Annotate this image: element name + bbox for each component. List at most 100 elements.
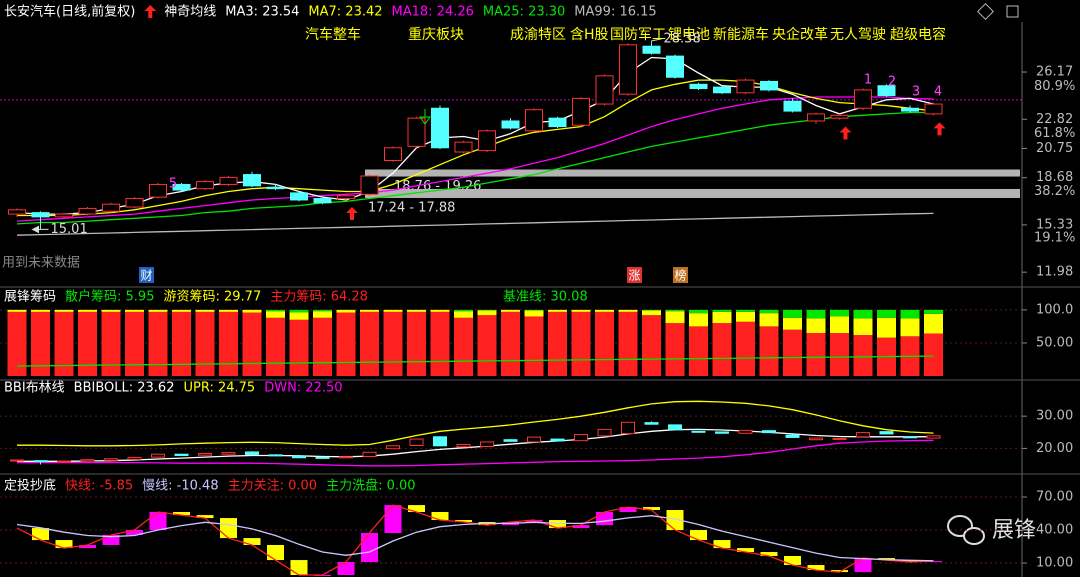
y2-tick-label: 19.1% bbox=[1034, 231, 1075, 246]
momentum-bar bbox=[854, 558, 872, 573]
momentum-bar bbox=[267, 544, 284, 561]
stack-segment bbox=[313, 309, 332, 312]
y-tick-label: 20.00 bbox=[1036, 441, 1073, 456]
wave-marker: 5 bbox=[169, 177, 177, 192]
candle-body bbox=[266, 186, 285, 190]
oscillator-line bbox=[16, 515, 934, 562]
sector-label: 锂电池 bbox=[668, 27, 710, 43]
stack-segment bbox=[571, 309, 591, 312]
stack-segment bbox=[31, 311, 50, 377]
bbi-line bbox=[17, 400, 934, 447]
momentum-bar bbox=[831, 570, 848, 573]
candle-body bbox=[597, 428, 612, 437]
stack-segment bbox=[78, 309, 97, 312]
candle-body bbox=[924, 103, 943, 115]
candle-body bbox=[877, 85, 896, 97]
y-tick-label: 70.00 bbox=[1036, 490, 1073, 505]
ma-line bbox=[17, 79, 934, 217]
stack-segment bbox=[759, 326, 779, 377]
y-tick-label: 40.00 bbox=[1036, 523, 1073, 538]
window-icon[interactable] bbox=[977, 3, 994, 20]
candle-body bbox=[78, 207, 97, 215]
momentum-bar bbox=[572, 525, 590, 529]
event-badge bbox=[673, 267, 688, 283]
legend-text: 基准线: 30.08 bbox=[503, 290, 588, 305]
ma-line bbox=[16, 111, 934, 225]
y-tick-label: 22.82 bbox=[1036, 112, 1073, 127]
stack-segment bbox=[336, 309, 356, 313]
sector-label: 汽车整车 bbox=[305, 26, 361, 43]
legend-text: DWN: 22.50 bbox=[264, 381, 342, 396]
stack-segment bbox=[477, 309, 497, 311]
stack-segment bbox=[853, 318, 873, 335]
stack-segment bbox=[783, 309, 802, 318]
stack-segment bbox=[125, 311, 144, 377]
wave-marker: 4 bbox=[934, 85, 942, 100]
candle-body bbox=[315, 456, 330, 459]
stack-segment bbox=[548, 311, 567, 377]
y-tick-label: 20.75 bbox=[1036, 141, 1073, 156]
stack-segment bbox=[712, 311, 732, 324]
momentum-bar bbox=[361, 533, 378, 563]
sector-label: 成渝特区 bbox=[510, 27, 566, 43]
candle-body bbox=[337, 195, 355, 200]
sector-label: 无人驾驶 bbox=[830, 27, 886, 43]
stack-segment bbox=[830, 316, 849, 334]
candle-body bbox=[713, 86, 731, 94]
stack-segment bbox=[759, 313, 779, 327]
window-icon[interactable] bbox=[1006, 5, 1019, 18]
stack-segment bbox=[877, 309, 896, 318]
candle-body bbox=[407, 117, 426, 147]
candle-body bbox=[409, 438, 424, 447]
wave-marker: 2 bbox=[888, 75, 896, 90]
legend-text: MA18: 24.26 bbox=[392, 5, 474, 20]
candle-body bbox=[785, 434, 800, 438]
event-badge-text: 财 bbox=[140, 269, 152, 283]
legend-text: 快线: -5.85 bbox=[65, 479, 133, 494]
stack-segment bbox=[642, 315, 661, 377]
wechat-logo bbox=[947, 515, 985, 545]
stack-segment bbox=[853, 309, 873, 319]
candle-body bbox=[10, 459, 24, 462]
stack-segment bbox=[219, 311, 238, 377]
stack-segment bbox=[7, 311, 27, 377]
y2-tick-label: 61.8% bbox=[1034, 126, 1075, 141]
stack-segment bbox=[407, 311, 426, 377]
momentum-bar bbox=[901, 560, 919, 563]
stack-segment bbox=[31, 309, 50, 312]
event-badge-text: 榜 bbox=[674, 268, 686, 283]
stack-segment bbox=[900, 318, 920, 337]
candle-body bbox=[503, 439, 518, 442]
stack-segment bbox=[524, 309, 544, 311]
candle-body bbox=[454, 141, 473, 153]
ma-line bbox=[16, 56, 934, 215]
y-tick-label: 100.0 bbox=[1036, 302, 1073, 317]
legend-text: 主力筹码: 64.28 bbox=[270, 289, 368, 305]
momentum-bar bbox=[807, 565, 825, 571]
candle-body bbox=[901, 107, 919, 112]
candle-body bbox=[689, 83, 708, 90]
momentum-bar bbox=[713, 540, 731, 549]
stack-segment bbox=[665, 323, 685, 377]
stack-segment bbox=[806, 309, 826, 319]
momentum-bar bbox=[784, 555, 801, 566]
candle-body bbox=[102, 203, 120, 212]
candle-body bbox=[762, 430, 776, 434]
candle-body bbox=[290, 192, 308, 201]
legend-text: BBI布林线 bbox=[4, 381, 65, 396]
candle-body bbox=[268, 454, 283, 457]
candle-body bbox=[8, 209, 26, 215]
candle-body bbox=[854, 89, 872, 109]
sector-label: 央企改革 bbox=[772, 26, 828, 43]
stack-segment bbox=[336, 312, 356, 377]
momentum-bar bbox=[102, 534, 120, 545]
stack-segment bbox=[501, 311, 520, 377]
candle-body bbox=[619, 44, 637, 95]
candle-body bbox=[339, 456, 353, 459]
stack-segment bbox=[313, 311, 332, 318]
momentum-bar bbox=[243, 538, 261, 545]
stack-segment bbox=[924, 309, 943, 314]
watermark: 展锋 bbox=[992, 518, 1036, 543]
legend-text: MA7: 23.42 bbox=[308, 5, 382, 20]
